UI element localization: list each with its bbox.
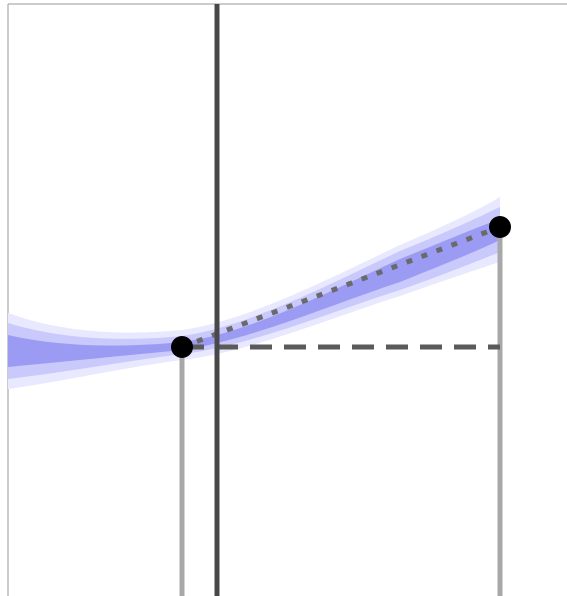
uncertainty-band-inner xyxy=(8,219,500,367)
left-point xyxy=(171,336,193,358)
right-point xyxy=(489,216,511,238)
